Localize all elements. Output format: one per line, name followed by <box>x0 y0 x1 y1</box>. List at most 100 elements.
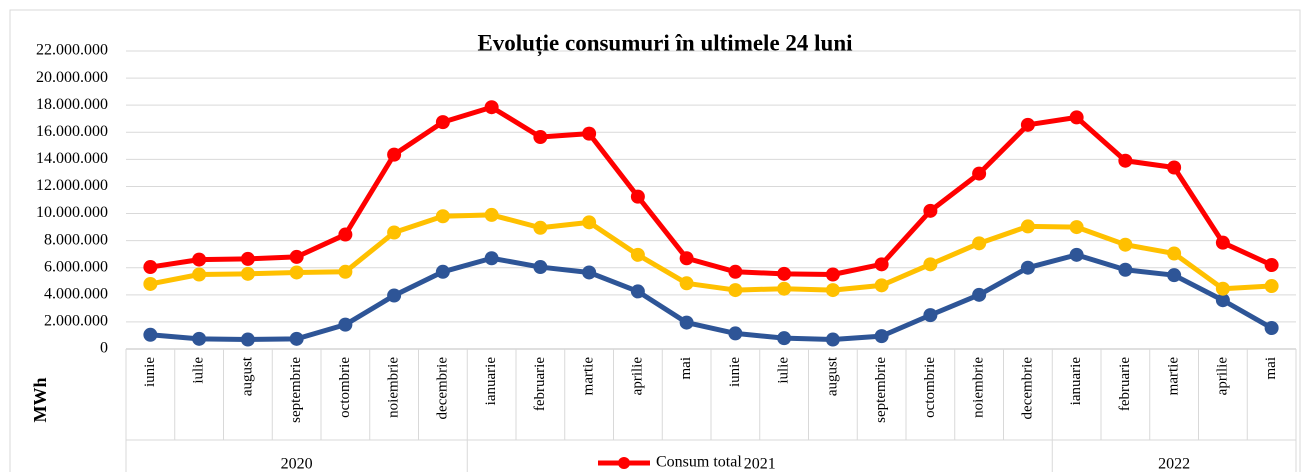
y-tick-label: 6.000.000 <box>44 258 108 275</box>
chart-border <box>9 9 1301 472</box>
marker <box>1215 293 1230 308</box>
y-tick-label: 2.000.000 <box>44 313 108 330</box>
marker <box>923 257 938 272</box>
x-tick-label: martie <box>1166 357 1182 396</box>
x-tick-label: ianuarie <box>1068 357 1084 406</box>
y-tick-label: 20.000.000 <box>36 69 108 86</box>
marker <box>192 252 207 267</box>
marker <box>1020 219 1035 234</box>
x-tick-label: iulie <box>776 357 792 384</box>
marker <box>387 288 402 303</box>
marker <box>777 266 792 281</box>
marker <box>630 189 645 204</box>
marker <box>825 283 840 298</box>
marker <box>1069 220 1084 235</box>
x-tick-label: noiembrie <box>386 357 402 418</box>
series-line <box>149 104 1273 277</box>
marker <box>1264 321 1279 336</box>
marker <box>484 100 499 115</box>
marker <box>192 267 207 282</box>
y-axis-label: MWh <box>30 378 50 423</box>
marker <box>874 329 889 344</box>
x-tick-label: februarie <box>532 357 548 411</box>
marker <box>1069 110 1084 125</box>
marker <box>387 225 402 240</box>
x-tick-label: iunie <box>142 357 158 387</box>
marker <box>1264 279 1279 294</box>
year-label: 2022 <box>1158 456 1190 472</box>
marker <box>728 283 743 298</box>
marker <box>435 115 450 130</box>
marker <box>582 215 597 230</box>
marker <box>923 308 938 323</box>
x-tick-label: decembrie <box>1019 357 1035 420</box>
x-tick-label: mai <box>1263 357 1279 380</box>
marker <box>874 257 889 272</box>
series-line <box>150 252 1273 343</box>
y-tick-label: 14.000.000 <box>36 150 108 167</box>
marker <box>192 331 207 346</box>
y-tick-label: 0 <box>100 340 108 357</box>
marker <box>533 130 548 145</box>
marker <box>972 287 987 302</box>
marker <box>1167 246 1182 261</box>
x-tick-label: septembrie <box>288 357 304 423</box>
marker <box>240 332 255 347</box>
marker <box>825 267 840 282</box>
marker <box>143 260 158 275</box>
marker <box>777 281 792 296</box>
marker <box>289 265 304 280</box>
legend-label: Consum total <box>656 454 742 471</box>
marker <box>484 251 499 266</box>
marker <box>1020 260 1035 275</box>
marker <box>972 236 987 251</box>
x-tick-label: octombrie <box>922 357 938 418</box>
marker <box>1118 237 1133 252</box>
marker <box>630 247 645 262</box>
x-tick-label: mai <box>678 357 694 380</box>
marker <box>679 315 694 330</box>
marker <box>874 278 889 293</box>
x-tick-label: februarie <box>1117 357 1133 411</box>
marker <box>825 332 840 347</box>
marker <box>923 203 938 218</box>
x-tick-label: septembrie <box>873 357 889 423</box>
marker <box>1215 281 1230 296</box>
x-tick-label: aprilie <box>1214 357 1230 396</box>
chart-title: Evoluție consumuri în ultimele 24 luni <box>477 30 853 56</box>
marker <box>1020 117 1035 132</box>
marker <box>533 220 548 235</box>
marker <box>1264 258 1279 273</box>
marker <box>338 227 353 242</box>
x-tick-label: martie <box>581 357 597 396</box>
y-tick-label: 12.000.000 <box>36 177 108 194</box>
marker <box>435 264 450 279</box>
marker <box>1118 153 1133 168</box>
x-tick-label: iunie <box>727 357 743 387</box>
y-tick-label: 4.000.000 <box>44 285 108 302</box>
x-tick-label: noiembrie <box>971 357 987 418</box>
marker <box>679 251 694 266</box>
marker <box>972 166 987 181</box>
y-tick-label: 18.000.000 <box>36 96 108 113</box>
marker <box>387 147 402 162</box>
legend-marker <box>618 457 630 469</box>
marker <box>728 264 743 279</box>
y-tick-label: 16.000.000 <box>36 123 108 140</box>
marker <box>1215 235 1230 250</box>
y-tick-label: 8.000.000 <box>44 231 108 248</box>
marker <box>240 251 255 266</box>
marker <box>533 260 548 275</box>
marker <box>630 284 645 299</box>
x-tick-label: octombrie <box>337 357 353 418</box>
x-tick-label: decembrie <box>434 357 450 420</box>
marker <box>289 249 304 264</box>
marker <box>143 327 158 342</box>
marker <box>338 317 353 332</box>
x-tick-label: august <box>824 356 840 396</box>
x-tick-label: iulie <box>191 357 207 384</box>
year-label: 2020 <box>281 456 313 472</box>
marker <box>679 276 694 291</box>
